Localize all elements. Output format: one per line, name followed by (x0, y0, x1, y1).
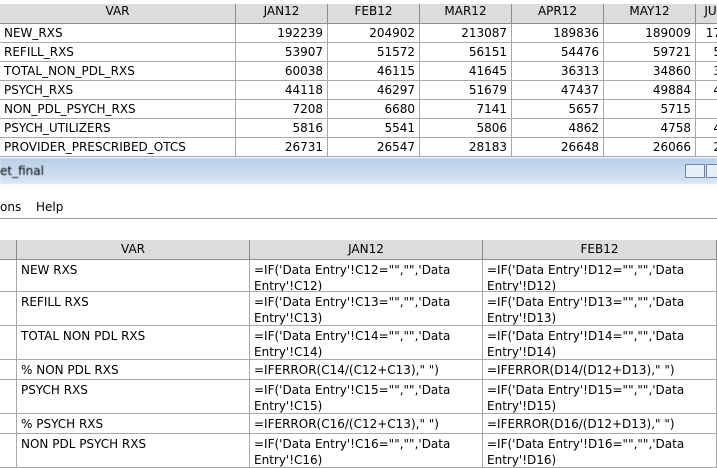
table-cell: NEW RXS (17, 260, 250, 292)
menu-item[interactable]: Help (36, 200, 64, 214)
table-cell: 34860 (604, 62, 696, 81)
table-cell (696, 100, 717, 119)
table-cell: 6680 (328, 100, 420, 119)
column-header: MAY12 (604, 4, 696, 24)
table-cell: 4862 (512, 119, 604, 138)
column-header: VAR (17, 240, 250, 260)
table-cell: 26731 (236, 138, 328, 157)
table-cell: PSYCH RXS (17, 380, 250, 414)
corner-cell (0, 240, 17, 260)
table-cell: % NON PDL RXS (17, 360, 250, 380)
table-cell: 5806 (420, 119, 512, 138)
table-cell: 36313 (512, 62, 604, 81)
table-cell: NON PDL PSYCH RXS (17, 434, 250, 468)
row-header (0, 260, 17, 292)
table-cell: 51679 (420, 81, 512, 100)
table-cell: 192239 (236, 24, 328, 43)
column-header: FEB12 (483, 240, 717, 260)
screen: VAR JAN12 FEB12 MAR12 APR12 MAY12 JU NEW_RXS 192… (0, 4, 717, 468)
window-title: et_final (0, 164, 44, 178)
table-cell: 17 (696, 24, 717, 43)
table-cell: 59721 (604, 43, 696, 62)
column-header: JU (696, 4, 717, 24)
table-cell: 49884 (604, 81, 696, 100)
table-cell: =IF('Data Entry'!D16="","",'Data Entry'!… (483, 434, 717, 468)
table-cell: 53907 (236, 43, 328, 62)
table-cell: =IF('Data Entry'!D12="","",'Data Entry'!… (483, 260, 717, 292)
table-cell: 7208 (236, 100, 328, 119)
table-cell: 54476 (512, 43, 604, 62)
column-header: JAN12 (250, 240, 483, 260)
column-header: FEB12 (328, 4, 420, 24)
table-cell: TOTAL_NON_PDL_RXS (0, 62, 236, 81)
table-cell: 51572 (328, 43, 420, 62)
table-cell: 5541 (328, 119, 420, 138)
table-cell: =IFERROR(C16/(C12+C13)," ") (250, 414, 483, 434)
table-cell: NON_PDL_PSYCH_RXS (0, 100, 236, 119)
minimize-button[interactable] (685, 164, 705, 178)
table-cell: 5 (696, 43, 717, 62)
table-cell: PSYCH_UTILIZERS (0, 119, 236, 138)
table-cell: 213087 (420, 24, 512, 43)
table-cell: 204902 (328, 24, 420, 43)
table-cell: =IF('Data Entry'!C13="","",'Data Entry'!… (250, 292, 483, 326)
table-cell: =IFERROR(D16/(D12+D13)," ") (483, 414, 717, 434)
table-cell: 189836 (512, 24, 604, 43)
table-cell: PSYCH_RXS (0, 81, 236, 100)
table-cell: 26066 (604, 138, 696, 157)
table-cell: 4758 (604, 119, 696, 138)
row-header (0, 292, 17, 326)
table-cell: 41645 (420, 62, 512, 81)
table-cell: 46297 (328, 81, 420, 100)
table-cell: 60038 (236, 62, 328, 81)
column-header: APR12 (512, 4, 604, 24)
table-cell: =IFERROR(C14/(C12+C13)," ") (250, 360, 483, 380)
table-cell: REFILL_RXS (0, 43, 236, 62)
table-cell: 26547 (328, 138, 420, 157)
column-header: VAR (0, 4, 236, 24)
column-header: MAR12 (420, 4, 512, 24)
table-cell: 3 (696, 62, 717, 81)
table-cell: % PSYCH RXS (17, 414, 250, 434)
table-cell: 5816 (236, 119, 328, 138)
table-cell: REFILL RXS (17, 292, 250, 326)
row-header (0, 434, 17, 468)
row-header (0, 326, 17, 360)
table-cell: =IFERROR(D14/(D12+D13)," ") (483, 360, 717, 380)
table-cell: 28183 (420, 138, 512, 157)
table-cell: 2 (696, 138, 717, 157)
table-cell: =IF('Data Entry'!D13="","",'Data Entry'!… (483, 292, 717, 326)
table-cell: 7141 (420, 100, 512, 119)
table-cell: 4 (696, 119, 717, 138)
table-cell: 5657 (512, 100, 604, 119)
table-cell: 189009 (604, 24, 696, 43)
table-cell: PROVIDER_PRESCRIBED_OTCS (0, 138, 236, 157)
row-header (0, 360, 17, 380)
table-cell: 26648 (512, 138, 604, 157)
row-header (0, 414, 17, 434)
table-cell: =IF('Data Entry'!C14="","",'Data Entry'!… (250, 326, 483, 360)
row-header (0, 380, 17, 414)
table-cell: TOTAL NON PDL RXS (17, 326, 250, 360)
table-cell: =IF('Data Entry'!C16="","",'Data Entry'!… (250, 434, 483, 468)
menu-item[interactable]: ons (0, 200, 22, 214)
table-cell: =IF('Data Entry'!C12="","",'Data Entry'!… (250, 260, 483, 292)
window-title-bar: et_final (0, 158, 717, 184)
table-cell: 46115 (328, 62, 420, 81)
table-cell: 44118 (236, 81, 328, 100)
table-cell: NEW_RXS (0, 24, 236, 43)
table-cell: 4 (696, 81, 717, 100)
table-cell: 56151 (420, 43, 512, 62)
maximize-button[interactable] (706, 164, 717, 178)
column-header: JAN12 (236, 4, 328, 24)
table-cell: =IF('Data Entry'!D15="","",'Data Entry'!… (483, 380, 717, 414)
table-cell: =IF('Data Entry'!C15="","",'Data Entry'!… (250, 380, 483, 414)
table-cell: 5715 (604, 100, 696, 119)
menu-bar: ons Help (0, 196, 717, 219)
table-cell: =IF('Data Entry'!D14="","",'Data Entry'!… (483, 326, 717, 360)
table-cell: 47437 (512, 81, 604, 100)
